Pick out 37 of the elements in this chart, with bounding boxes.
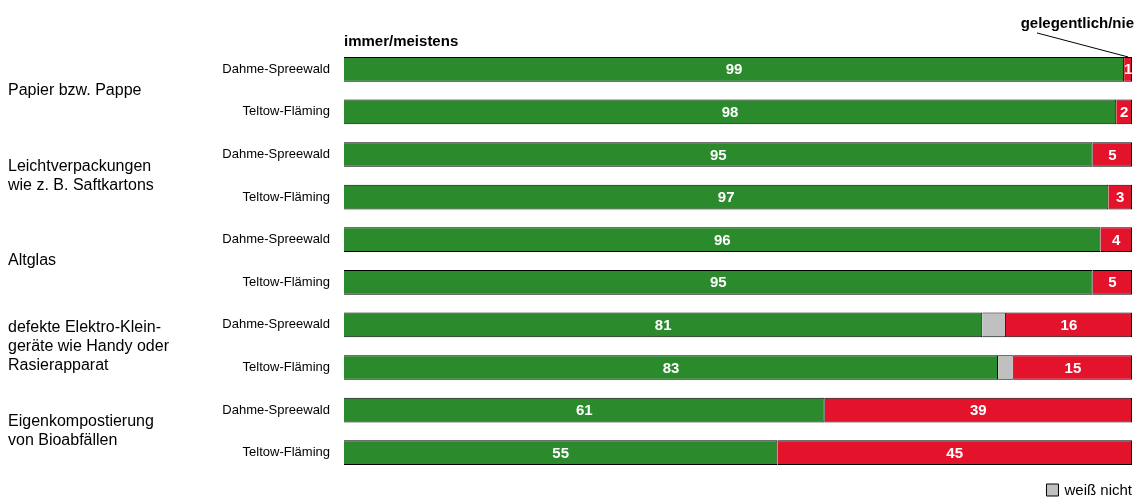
text: Leichtverpackungen wie z. B. Saftkartons bbox=[7, 156, 154, 193]
data-label: 5 bbox=[1108, 273, 1117, 291]
data-label: 45 bbox=[946, 443, 964, 461]
data-label: 97 bbox=[717, 188, 735, 206]
y-tick-label: Dahme-Spreewald bbox=[222, 231, 330, 247]
data-label: 2 bbox=[1119, 103, 1129, 121]
data-label: 3 bbox=[1116, 188, 1125, 206]
y-tick-label: Teltow-Fläming bbox=[242, 273, 330, 289]
data-label: 95 bbox=[709, 273, 727, 291]
data-label: 99 bbox=[725, 60, 743, 78]
text: Altglas bbox=[8, 251, 57, 269]
y-tick-label: Dahme-Spreewald bbox=[222, 146, 330, 162]
data-label: 81 bbox=[654, 316, 672, 334]
text: defekte Elektro-Klein- geräte wie Handy oder Rasierapparat bbox=[8, 317, 170, 373]
y-tick-label: Dahme-Spreewald bbox=[222, 316, 330, 332]
text: Papier bzw. Pappe bbox=[8, 81, 142, 99]
data-label: 5 bbox=[1108, 145, 1117, 163]
y-tick-label: Teltow-Fläming bbox=[242, 359, 330, 375]
data-label: 15 bbox=[1064, 358, 1082, 376]
y-tick-label: Teltow-Fläming bbox=[242, 188, 330, 204]
data-label: 16 bbox=[1060, 316, 1078, 334]
legend-label: weiß nicht bbox=[1063, 481, 1133, 499]
data-label: 55 bbox=[552, 443, 570, 461]
series-label: immer/meistens bbox=[344, 31, 459, 49]
data-label: 4 bbox=[1112, 230, 1122, 248]
y-tick-label: Dahme-Spreewald bbox=[222, 60, 330, 76]
data-label: 98 bbox=[721, 103, 739, 121]
series-label: gelegentlich/nie bbox=[1020, 13, 1134, 31]
y-tick-label: Dahme-Spreewald bbox=[222, 401, 330, 417]
y-tick-label: Teltow-Fläming bbox=[242, 444, 330, 460]
data-label: 39 bbox=[970, 401, 987, 419]
data-label: 95 bbox=[709, 145, 727, 163]
data-label: 96 bbox=[713, 230, 731, 248]
data-label: 83 bbox=[662, 358, 680, 376]
y-tick-label: Teltow-Fläming bbox=[242, 103, 330, 119]
text: Eigenkompostierung von Bioabfällen bbox=[8, 412, 154, 449]
data-label: 61 bbox=[576, 401, 593, 419]
